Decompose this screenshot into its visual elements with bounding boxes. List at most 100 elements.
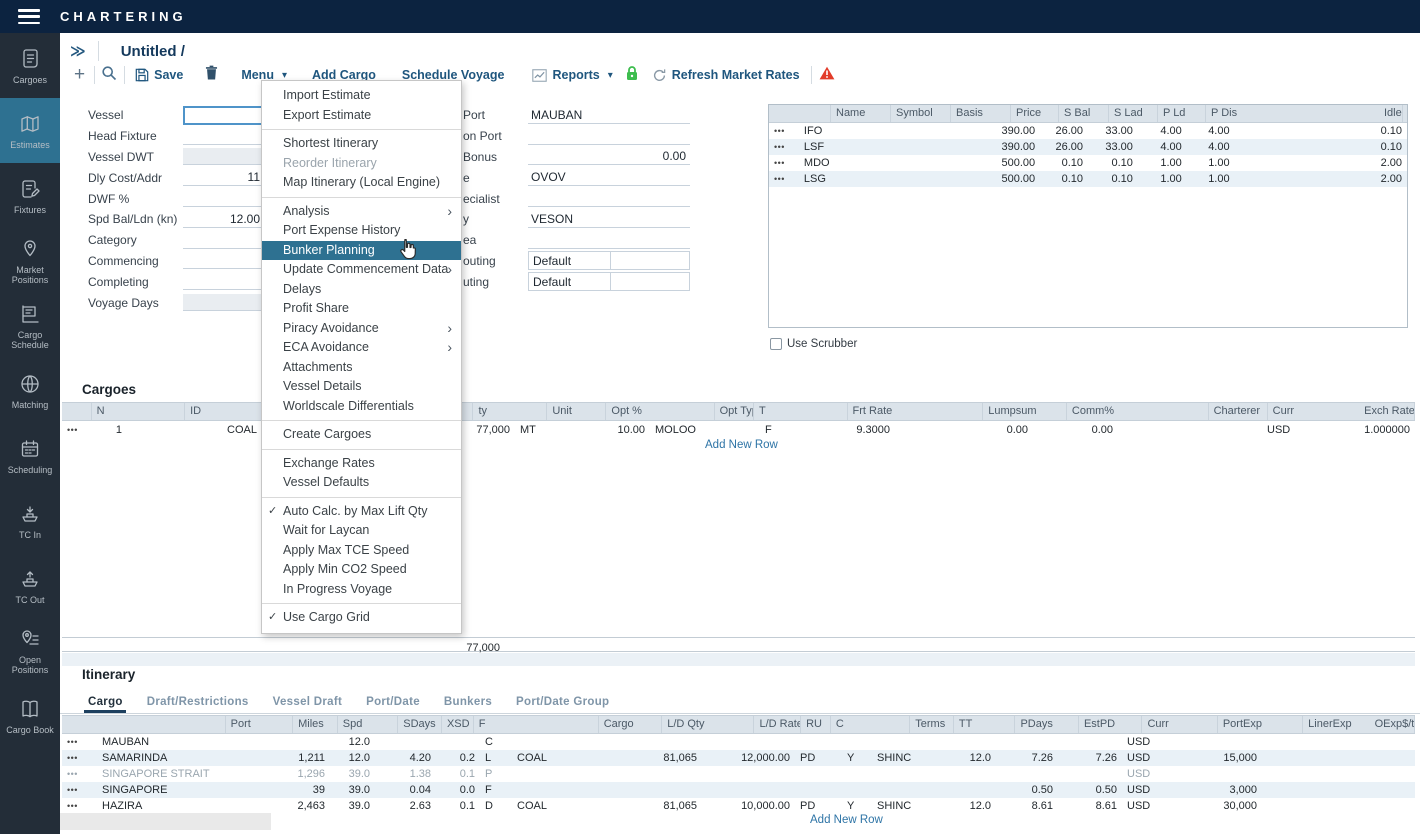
column-header[interactable]: PortExp — [1218, 716, 1303, 733]
cell-sdays[interactable]: 4.20 — [375, 752, 436, 764]
column-header[interactable]: Frt Rate — [848, 403, 984, 420]
cell-port[interactable]: MAUBAN — [97, 736, 262, 748]
cell-pdis[interactable]: 1.00 — [1187, 157, 1235, 169]
menu-item-wait-for-laycan[interactable]: Wait for Laycan — [262, 521, 461, 541]
cell-pdis[interactable]: 4.00 — [1187, 141, 1235, 153]
cell-price[interactable]: 390.00 — [980, 141, 1040, 153]
voyage-type-input[interactable]: OVOV — [528, 169, 690, 186]
cell-spd[interactable]: 12.0 — [330, 752, 375, 764]
on-port-input[interactable] — [528, 128, 690, 145]
menu-item-use-cargo-grid[interactable]: Use Cargo Grid — [262, 608, 461, 628]
cell-miles[interactable]: 39 — [262, 784, 330, 796]
cell-exchrate[interactable]: 1.000000 — [1322, 424, 1415, 436]
cell-slad[interactable]: 33.00 — [1088, 141, 1138, 153]
cell-pld[interactable]: 4.00 — [1138, 141, 1187, 153]
column-header[interactable]: ty — [473, 403, 547, 420]
cell-cargo[interactable]: COAL — [512, 800, 638, 812]
cell-curr[interactable]: USD — [1262, 424, 1322, 436]
cell-xsd[interactable]: 0.2 — [436, 752, 480, 764]
menu-item-eca-avoidance[interactable]: ECA Avoidance — [262, 338, 461, 358]
menu-item-vessel-defaults[interactable]: Vessel Defaults — [262, 473, 461, 493]
cell-idle[interactable]: 2.00 — [1235, 157, 1407, 169]
routing-select[interactable]: Default — [529, 252, 611, 269]
sidebar-item-fixtures[interactable]: Fixtures — [0, 163, 60, 228]
cell-estpd[interactable]: 8.61 — [1058, 800, 1122, 812]
menu-item-auto-calc-max-lift-qty[interactable]: Auto Calc. by Max Lift Qty — [262, 502, 461, 522]
menu-item-worldscale-differentials[interactable]: Worldscale Differentials — [262, 397, 461, 417]
cell-comm[interactable]: 0.00 — [1033, 424, 1118, 436]
cell-ru[interactable]: PD — [795, 800, 842, 812]
column-header[interactable] — [769, 105, 831, 122]
menu-item-map-itinerary[interactable]: Map Itinerary (Local Engine) — [262, 173, 461, 193]
cell-port[interactable]: SINGAPORE — [97, 784, 262, 796]
menu-item-exchange-rates[interactable]: Exchange Rates — [262, 454, 461, 474]
sidebar-item-matching[interactable]: Matching — [0, 358, 60, 423]
menu-item-import-estimate[interactable]: Import Estimate — [262, 86, 461, 106]
menu-item-update-commencement-data[interactable]: Update Commencement Data — [262, 260, 461, 280]
column-header[interactable]: TT — [954, 716, 1016, 733]
column-header[interactable]: Opt % — [606, 403, 714, 420]
cell-portexp[interactable]: 30,000 — [1186, 800, 1262, 812]
cell-idle[interactable]: 2.00 — [1235, 173, 1407, 185]
sidebar-item-cargo-book[interactable]: Cargo Book — [0, 683, 60, 748]
sidebar-item-estimates[interactable]: Estimates — [0, 98, 60, 163]
cell-xsd[interactable]: 0.0 — [436, 784, 480, 796]
cell-estpd[interactable]: 7.26 — [1058, 752, 1122, 764]
itinerary-row[interactable]: SINGAPORE 39 39.0 0.04 0.0 F 0.50 0.50 U… — [62, 782, 1415, 798]
save-button[interactable]: Save — [135, 68, 183, 82]
cell-pld[interactable]: 4.00 — [1138, 125, 1187, 137]
routing-select-2[interactable]: Default — [529, 273, 611, 290]
cell-ldqty[interactable]: 81,065 — [638, 752, 702, 764]
sidebar-item-cargo-schedule[interactable]: Cargo Schedule — [0, 293, 60, 358]
column-header[interactable]: S Bal — [1059, 105, 1109, 122]
cell-pdis[interactable]: 1.00 — [1187, 173, 1235, 185]
column-header[interactable]: Basis — [951, 105, 1011, 122]
row-menu-icon[interactable] — [769, 173, 799, 185]
cell-ldqty[interactable]: 81,065 — [638, 800, 702, 812]
horizontal-scrollbar-thumb[interactable] — [60, 813, 271, 830]
cell-f[interactable]: C — [480, 736, 512, 748]
column-header[interactable]: L/D Qty — [662, 716, 754, 733]
column-header[interactable]: Spd — [338, 716, 399, 733]
expand-panel-icon[interactable]: ≫ — [70, 42, 86, 60]
cell-slad[interactable]: 0.10 — [1088, 157, 1138, 169]
cell-estpd[interactable]: 0.50 — [1058, 784, 1122, 796]
company-input[interactable]: VESON — [528, 211, 690, 228]
column-header[interactable]: C — [831, 716, 910, 733]
column-header[interactable]: Port — [226, 716, 293, 733]
column-header[interactable]: Cargo — [599, 716, 663, 733]
cell-pdays[interactable]: 8.61 — [996, 800, 1058, 812]
cell-f[interactable]: F — [480, 784, 512, 796]
column-header[interactable]: SDays — [398, 716, 442, 733]
column-header[interactable]: Miles — [293, 716, 338, 733]
column-header[interactable]: P Dis — [1206, 105, 1379, 122]
menu-item-create-cargoes[interactable]: Create Cargoes — [262, 425, 461, 445]
row-menu-icon[interactable] — [769, 125, 799, 137]
column-header[interactable]: Comm% — [1067, 403, 1209, 420]
cell-curr[interactable]: USD — [1122, 784, 1186, 796]
cell-sdays[interactable]: 0.04 — [375, 784, 436, 796]
cell-idle[interactable]: 0.10 — [1235, 141, 1407, 153]
cell-name[interactable]: IFO — [799, 125, 861, 137]
cell-port[interactable]: SINGAPORE STRAIT — [97, 768, 262, 780]
routing-extra-cell[interactable] — [611, 252, 689, 269]
cell-name[interactable]: LSG — [799, 173, 861, 185]
cell-xsd[interactable]: 0.1 — [436, 800, 480, 812]
menu-item-apply-min-co2-speed[interactable]: Apply Min CO2 Speed — [262, 560, 461, 580]
cell-tt[interactable]: 12.0 — [952, 752, 996, 764]
cell-frtrate[interactable]: 9.3000 — [800, 424, 895, 436]
menu-item-profit-share[interactable]: Profit Share — [262, 299, 461, 319]
column-header[interactable]: Lumpsum — [983, 403, 1067, 420]
cell-curr[interactable]: USD — [1122, 752, 1186, 764]
column-header[interactable]: Charterer — [1209, 403, 1268, 420]
menu-item-vessel-details[interactable]: Vessel Details — [262, 377, 461, 397]
reports-button[interactable]: Reports — [532, 68, 612, 82]
cell-miles[interactable]: 1,296 — [262, 768, 330, 780]
column-header[interactable]: Opt Type — [715, 403, 754, 420]
cell-f[interactable]: D — [480, 800, 512, 812]
cell-c[interactable]: Y — [842, 800, 872, 812]
cell-pdis[interactable]: 4.00 — [1187, 125, 1235, 137]
row-menu-icon[interactable] — [62, 752, 97, 764]
cell-spd[interactable]: 39.0 — [330, 800, 375, 812]
menu-item-bunker-planning[interactable]: Bunker Planning — [262, 241, 461, 261]
